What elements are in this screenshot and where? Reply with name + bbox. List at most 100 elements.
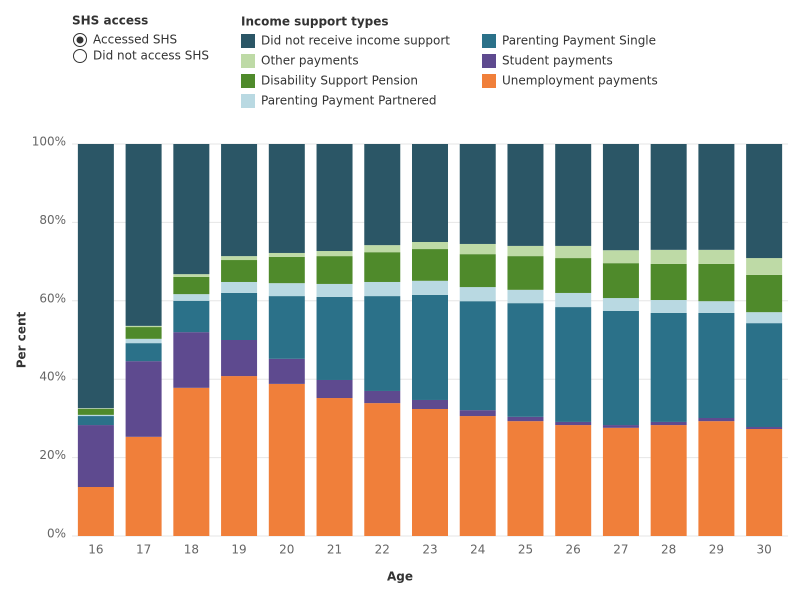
bar-segment (746, 428, 783, 536)
bar-segment (507, 416, 544, 422)
bar-segment (507, 289, 544, 304)
filter-title: SHS access (72, 14, 148, 28)
bar-segment (555, 258, 592, 293)
bar-segment (650, 144, 687, 250)
bar-segment (507, 144, 544, 246)
bar-segment (268, 252, 305, 257)
x-tick-label: 19 (231, 543, 246, 557)
bar-segment (602, 250, 639, 264)
legend-swatch (241, 54, 255, 68)
bar-segment (507, 421, 544, 536)
bar-segment (316, 379, 353, 399)
bar-segment (507, 303, 544, 417)
bar-segment (650, 263, 687, 301)
bar-segment (316, 296, 353, 380)
legend-label: Parenting Payment Single (502, 34, 656, 48)
bar-segment (412, 249, 448, 281)
bar-segment (364, 403, 401, 536)
bar-segment (268, 296, 305, 359)
legend-label: Disability Support Pension (261, 74, 418, 88)
bar-segment (364, 144, 401, 246)
bar-segment (650, 249, 687, 264)
bar-segment (173, 387, 210, 536)
legend-swatch (241, 34, 255, 48)
x-tick-label: 26 (566, 543, 581, 557)
bar-segment (125, 343, 162, 362)
bar-segment (459, 243, 496, 255)
bar-segment (746, 312, 783, 324)
bar-segment (221, 256, 258, 261)
x-tick-label: 24 (470, 543, 485, 557)
legend-label: Other payments (261, 54, 359, 68)
bar-segment (173, 276, 210, 295)
x-tick-label: 18 (184, 543, 199, 557)
bar-segment (650, 421, 687, 426)
y-tick-label: 100% (32, 135, 66, 149)
bar-segment (507, 245, 544, 257)
bar-segment (316, 144, 353, 252)
bar-segment (412, 144, 448, 242)
radio-button[interactable] (73, 49, 87, 63)
bar-segment (316, 283, 353, 297)
bar-segment (173, 332, 210, 388)
bar-segment (602, 144, 639, 251)
bar-segment (316, 251, 353, 257)
y-tick-label: 40% (39, 370, 66, 384)
legend-swatch (482, 34, 496, 48)
x-tick-label: 21 (327, 543, 342, 557)
bar-segment (173, 300, 210, 333)
x-tick-label: 28 (661, 543, 676, 557)
bar-segment (698, 144, 735, 250)
radio-label[interactable]: Did not access SHS (93, 49, 209, 63)
bar-segment (412, 242, 448, 250)
bar-segment (77, 414, 114, 417)
bar-segment (459, 254, 496, 288)
legend-swatch (241, 74, 255, 88)
bar-segment (412, 399, 448, 409)
legend-label: Did not receive income support (261, 34, 450, 48)
bar-segment (125, 338, 162, 344)
bar-segment (364, 390, 401, 404)
bar-segment (173, 144, 210, 275)
legend-swatch (482, 74, 496, 88)
x-tick-label: 29 (709, 543, 724, 557)
bar-segment (221, 292, 258, 340)
bar-segment (268, 283, 305, 297)
bar-segment (746, 323, 783, 428)
x-tick-label: 30 (756, 543, 771, 557)
bar-segment (555, 421, 592, 426)
radio-label[interactable]: Accessed SHS (93, 33, 177, 47)
bar-segment (125, 144, 162, 326)
bar-segment (555, 292, 592, 308)
legend-swatch (482, 54, 496, 68)
bar-segment (698, 418, 735, 422)
bar-segment (221, 281, 258, 293)
bar-segment (316, 398, 353, 536)
bar-segment (698, 312, 735, 419)
bar-segment (459, 301, 496, 411)
y-axis-label: Per cent (15, 311, 29, 368)
bar-segment (412, 280, 448, 295)
x-tick-label: 22 (375, 543, 390, 557)
bar-segment (650, 312, 687, 422)
bar-segment (364, 252, 401, 282)
legend-swatch (241, 94, 255, 108)
y-tick-label: 80% (39, 213, 66, 227)
bar-segment (555, 425, 592, 536)
bar-segment (364, 245, 401, 253)
bar-segment (698, 249, 735, 264)
bar-segment (268, 144, 305, 253)
bar-segment (268, 256, 305, 284)
bar-segment (221, 340, 258, 377)
bar-segment (602, 425, 639, 428)
bar-segment (459, 416, 496, 536)
bar-segment (602, 310, 639, 426)
legend-label: Student payments (502, 54, 613, 68)
bar-segment (77, 425, 114, 487)
bar-segment (746, 274, 783, 313)
x-tick-label: 23 (422, 543, 437, 557)
bar-segment (459, 287, 496, 302)
bar-segment (125, 436, 162, 536)
bar-segment (221, 376, 258, 536)
bar-segment (221, 144, 258, 257)
